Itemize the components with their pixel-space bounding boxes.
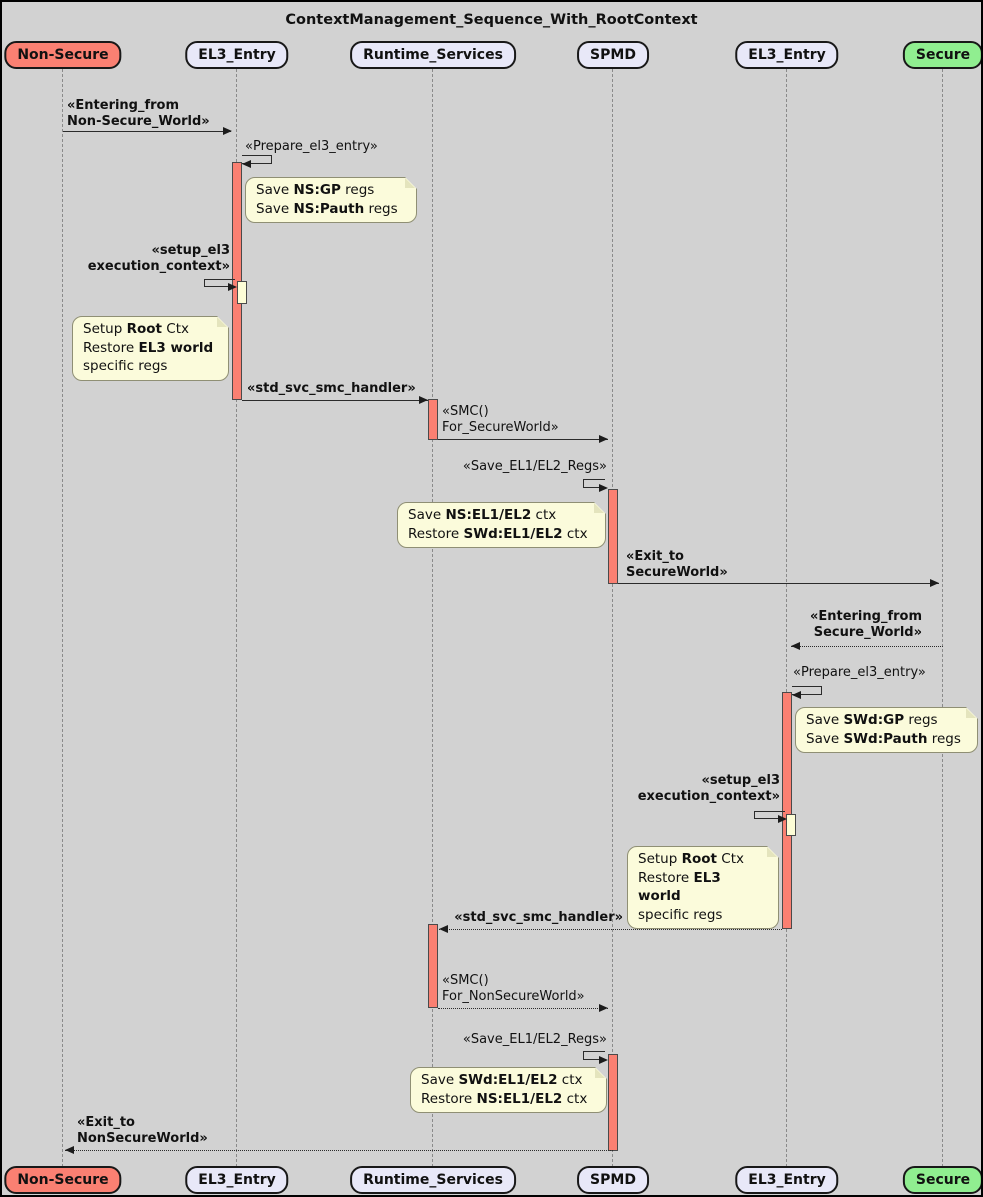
arrowhead-right-icon [419,396,428,404]
participant-top-non-secure: Non-Secure [4,41,122,69]
activation-runtime-services-2 [428,924,438,1008]
arrowhead-right-icon [223,127,232,135]
arrowhead-right-icon [778,815,787,823]
self-message-hook [792,686,822,695]
activation-spmd-2 [608,1054,618,1151]
note-setup-root-ctx-2: Setup Root Ctx Restore EL3 world specific … [627,846,779,929]
note-save-swd-gp-regs: Save SWd:GP regs Save SWd:Pauth regs [795,707,978,753]
message-label-setup-el3-1: «setup_el3 execution_context» [87,243,230,274]
message-label-smc-for-nonsecure-world: «SMC() For_NonSecureWorld» [442,973,585,1004]
lifeline-spmd [612,69,613,1167]
message-label-prepare-el3-entry-2: «Prepare_el3_entry» [793,665,926,680]
participant-top-secure: Secure [902,41,981,69]
lifeline-non-secure [62,69,63,1167]
participant-top-el3-entry-2: EL3_Entry [735,41,839,69]
lifeline-el3-entry-1 [236,69,237,1167]
arrowhead-left-icon [439,925,448,933]
arrowhead-left-icon [242,160,251,168]
activation-spmd-1 [608,489,618,584]
message-line-std-svc-smc-handler-1 [242,400,428,401]
message-line-smc-for-secure-world [438,439,608,440]
self-message-hook [754,811,785,819]
participant-top-spmd: SPMD [577,41,649,69]
message-label-std-svc-smc-handler-1: «std_svc_smc_handler» [247,381,416,396]
arrowhead-left-icon [792,691,801,699]
participant-bottom-secure: Secure [902,1166,981,1194]
arrowhead-right-icon [599,484,608,492]
diagram-title: ContextManagement_Sequence_With_RootCont… [285,12,698,28]
message-label-save-el1-el2-regs-1: «Save_EL1/EL2_Regs» [462,459,607,474]
message-line-smc-for-nonsecure-world [438,1008,608,1009]
arrowhead-right-icon [930,579,939,587]
message-line-std-svc-smc-handler-2 [439,929,782,930]
participant-bottom-el3-entry-1: EL3_Entry [185,1166,289,1194]
activation-el3-entry-2 [782,692,792,929]
self-message-hook [204,279,235,287]
message-label-exit-to-nonsecure-world: «Exit_to NonSecureWorld» [77,1115,208,1146]
message-label-exit-to-secure-world: «Exit_to SecureWorld» [626,549,728,580]
arrowhead-left-icon [791,642,800,650]
participant-bottom-runtime-services: Runtime_Services [350,1166,516,1194]
message-line-exit-to-nonsecure-world [65,1150,613,1151]
arrowhead-right-icon [599,1004,608,1012]
message-label-entering-from-non-secure: «Entering_from Non-Secure_World» [67,98,210,129]
note-save-ns-gp-regs: Save NS:GP regs Save NS:Pauth regs [245,177,417,223]
arrowhead-right-icon [228,283,237,291]
participant-bottom-non-secure: Non-Secure [4,1166,122,1194]
participant-top-runtime-services: Runtime_Services [350,41,516,69]
note-save-ns-el1-el2-ctx: Save NS:EL1/EL2 ctx Restore SWd:EL1/EL2 c… [397,502,606,548]
nested-activation-el3-entry-2 [786,814,796,836]
message-label-std-svc-smc-handler-2: «std_svc_smc_handler» [454,910,623,925]
lifeline-runtime-services [432,69,433,1167]
self-message-hook [583,1051,605,1060]
message-label-save-el1-el2-regs-2: «Save_EL1/EL2_Regs» [462,1032,607,1047]
participant-bottom-el3-entry-2: EL3_Entry [735,1166,839,1194]
lifeline-secure [942,69,943,1167]
arrowhead-left-icon [65,1146,74,1154]
nested-activation-el3-entry-1 [237,281,247,304]
activation-runtime-services-1 [428,399,438,440]
message-label-smc-for-secure-world: «SMC() For_SecureWorld» [442,404,559,435]
arrowhead-right-icon [599,435,608,443]
participant-bottom-spmd: SPMD [577,1166,649,1194]
message-label-setup-el3-2: «setup_el3 execution_context» [637,773,780,804]
self-message-hook [583,479,605,488]
participant-top-el3-entry-1: EL3_Entry [185,41,289,69]
arrowhead-right-icon [599,1056,608,1064]
note-save-swd-el1-el2-ctx: Save SWd:EL1/EL2 ctx Restore NS:EL1/EL2 c… [410,1067,607,1113]
message-label-prepare-el3-entry-1: «Prepare_el3_entry» [245,139,378,154]
message-line-exit-to-secure-world [618,583,939,584]
message-line-entering-from-non-secure [63,131,231,132]
message-label-entering-from-secure: «Entering_from Secure_World» [809,609,922,640]
self-message-hook [242,155,272,164]
message-line-entering-from-secure [791,646,943,647]
lifeline-el3-entry-2 [786,69,787,1167]
note-setup-root-ctx-1: Setup Root Ctx Restore EL3 world specific … [72,316,229,381]
